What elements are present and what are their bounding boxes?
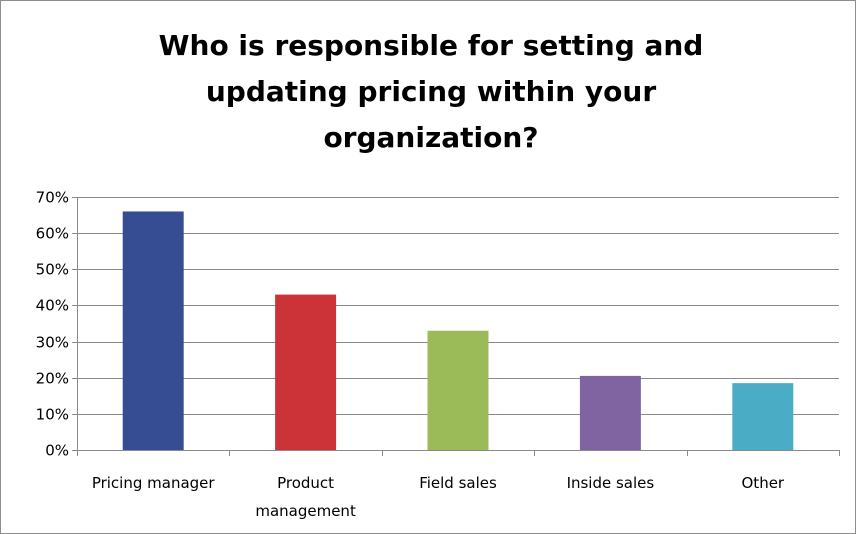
- x-category-label: Product: [277, 474, 334, 492]
- y-tick-label: 20%: [36, 370, 69, 388]
- y-tick-label: 30%: [36, 334, 69, 352]
- chart-title-line-1: Who is responsible for setting and: [158, 29, 704, 62]
- bar: [732, 383, 794, 450]
- x-category-label: Field sales: [419, 474, 497, 492]
- bars: [122, 211, 794, 450]
- y-tick-label: 60%: [36, 225, 69, 243]
- gridlines: [77, 197, 839, 415]
- y-tick-label: 0%: [45, 442, 69, 460]
- chart-title: Who is responsible for setting and updat…: [81, 23, 781, 161]
- bar: [122, 211, 184, 450]
- axes: [72, 197, 840, 456]
- bar: [427, 330, 489, 450]
- x-category-label: Pricing manager: [92, 474, 216, 492]
- y-tick-label: 10%: [36, 406, 69, 424]
- y-tick-label: 50%: [36, 261, 69, 279]
- y-tick-label: 70%: [36, 189, 69, 207]
- axis-labels: 0% 10% 20% 30% 40% 50% 60% 70% Pricing manager Pr…: [36, 189, 785, 521]
- y-tick-label: 40%: [36, 297, 69, 315]
- x-category-label: management: [255, 502, 356, 520]
- chart-title-line-3: organization?: [323, 121, 539, 154]
- bar: [275, 294, 337, 450]
- x-category-label: Other: [742, 474, 785, 492]
- bar: [579, 375, 641, 450]
- chart-title-line-2: updating pricing within your: [205, 75, 657, 108]
- x-category-label: Inside sales: [567, 474, 655, 492]
